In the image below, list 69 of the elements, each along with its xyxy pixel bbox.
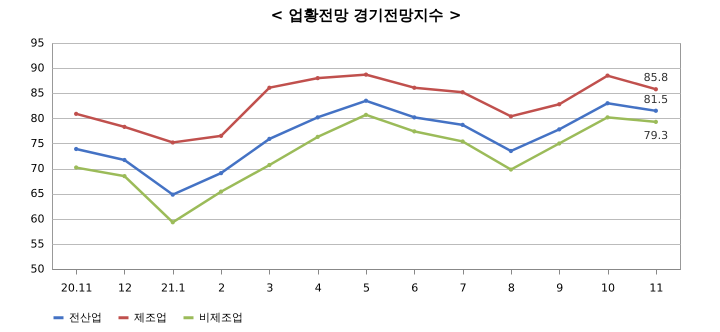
x-tick-label: 4 — [314, 282, 322, 294]
point — [74, 146, 78, 152]
y-tick-label: 55 — [30, 237, 44, 250]
y-tick-label: 90 — [30, 62, 44, 75]
point — [267, 136, 272, 142]
point — [364, 98, 368, 103]
x-tick-label: 21.1 — [161, 282, 186, 294]
x-tick-label: 5 — [363, 282, 370, 294]
y-tick-label: 95 — [30, 36, 44, 50]
y-tick-label: 75 — [30, 136, 44, 150]
point — [605, 101, 610, 106]
point — [170, 220, 175, 224]
point — [218, 170, 224, 176]
point — [654, 87, 658, 92]
point — [557, 141, 562, 146]
x-tick-label: 9 — [556, 282, 564, 294]
point — [316, 76, 320, 80]
x-tick-label: 7 — [460, 282, 467, 294]
y-tick-label: 50 — [30, 262, 44, 276]
point — [412, 86, 416, 90]
legend-label: 제조업 — [134, 310, 167, 324]
point — [122, 174, 127, 178]
point — [460, 122, 465, 127]
legend-label: 비제조업 — [199, 310, 243, 324]
point — [316, 134, 320, 140]
x-tick-label: 6 — [411, 282, 418, 294]
point — [267, 86, 272, 90]
data-label: 79.3 — [644, 128, 668, 142]
point — [364, 112, 368, 117]
point — [74, 165, 78, 170]
point — [218, 190, 224, 194]
x-tick-label: 10 — [601, 282, 616, 294]
x-tick-label: 8 — [508, 282, 515, 294]
point — [170, 140, 175, 145]
data-label: 85.8 — [644, 71, 668, 84]
y-tick-label: 60 — [30, 212, 44, 226]
data-label: 81.5 — [644, 92, 668, 106]
point — [654, 108, 658, 113]
point — [170, 192, 175, 197]
point — [122, 158, 127, 162]
y-tick-label: 85 — [30, 86, 44, 100]
point — [122, 124, 127, 129]
point — [460, 90, 465, 94]
legend-label: 전산업 — [69, 310, 102, 324]
x-tick-label: 2 — [218, 282, 226, 294]
point — [460, 139, 465, 144]
point — [218, 134, 224, 138]
point — [508, 167, 514, 172]
point — [508, 114, 514, 118]
point — [557, 102, 562, 106]
point — [364, 72, 368, 77]
chart-title: < 업황전망 경기전망지수 > — [270, 6, 462, 24]
y-tick-label: 70 — [30, 162, 44, 176]
point — [654, 120, 658, 124]
point — [316, 115, 320, 120]
x-tick-label: 20.11 — [60, 282, 92, 294]
y-tick-label: 65 — [30, 187, 44, 200]
point — [508, 148, 514, 154]
point — [412, 115, 416, 120]
x-tick-label: 11 — [649, 282, 664, 294]
point — [605, 74, 610, 78]
x-tick-label: 12 — [118, 282, 132, 294]
point — [557, 127, 562, 132]
point — [605, 115, 610, 120]
point — [74, 112, 78, 116]
point — [412, 129, 416, 134]
point — [267, 162, 272, 168]
y-tick-label: 80 — [30, 112, 44, 125]
x-tick-label: 3 — [266, 282, 274, 294]
